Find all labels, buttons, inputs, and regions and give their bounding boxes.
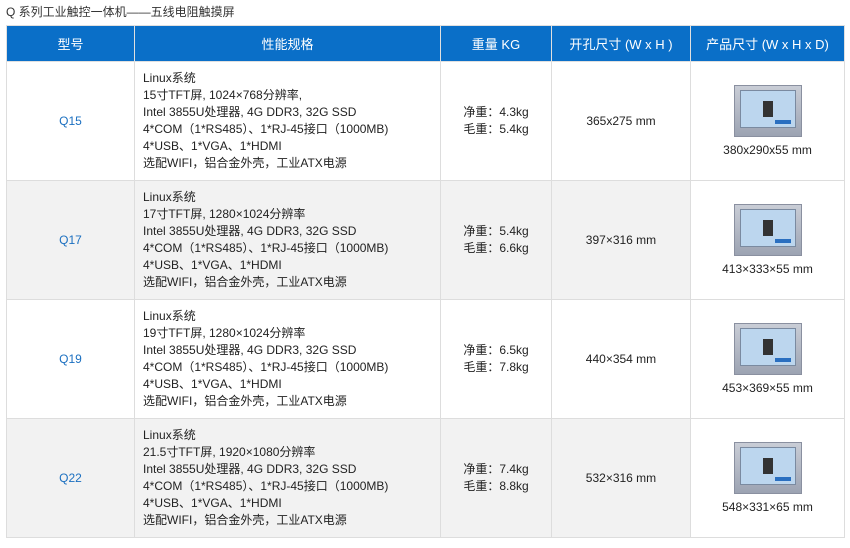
spec-line: 选配WIFI，铝合金外壳，工业ATX电源	[143, 394, 347, 408]
spec-line: 4*COM（1*RS485）、1*RJ-45接口（1000MB)	[143, 241, 389, 255]
gross-weight: 毛重：6.6kg	[463, 241, 529, 255]
specs-cell: Linux系统 17寸TFT屏, 1280×1024分辨率 Intel 3855U处…	[134, 180, 441, 300]
table-row: Q19 Linux系统 19寸TFT屏, 1280×1024分辨率 Intel 38…	[6, 299, 845, 419]
spec-line: 选配WIFI，铝合金外壳，工业ATX电源	[143, 156, 347, 170]
product-size: 380x290x55 mm	[723, 143, 812, 157]
header-model: 型号	[6, 25, 135, 62]
spec-line: 选配WIFI，铝合金外壳，工业ATX电源	[143, 513, 347, 527]
spec-line: Linux系统	[143, 309, 196, 323]
model-link[interactable]: Q22	[6, 418, 135, 538]
gross-weight: 毛重：7.8kg	[463, 360, 529, 374]
spec-line: 4*COM（1*RS485）、1*RJ-45接口（1000MB)	[143, 122, 389, 136]
specs-cell: Linux系统 15寸TFT屏, 1024×768分辨率, Intel 3855U处…	[134, 61, 441, 181]
model-link[interactable]: Q19	[6, 299, 135, 419]
spec-line: Intel 3855U处理器, 4G DDR3, 32G SSD	[143, 105, 357, 119]
page-title: Q 系列工业触控一体机——五线电阻触摸屏	[6, 5, 235, 19]
spec-line: Linux系统	[143, 71, 196, 85]
size-cell: 413×333×55 mm	[690, 180, 845, 300]
table-row: Q22 Linux系统 21.5寸TFT屏, 1920×1080分辨率 Intel…	[6, 418, 845, 538]
gross-weight: 毛重：5.4kg	[463, 122, 529, 136]
product-image	[733, 323, 802, 375]
spec-line: Intel 3855U处理器, 4G DDR3, 32G SSD	[143, 343, 357, 357]
size-cell: 380x290x55 mm	[690, 61, 845, 181]
table-row: Q15 Linux系统 15寸TFT屏, 1024×768分辨率, Intel 38…	[6, 61, 845, 181]
spec-line: 17寸TFT屏, 1280×1024分辨率	[143, 207, 306, 221]
spec-line: 19寸TFT屏, 1280×1024分辨率	[143, 326, 306, 340]
product-image	[733, 442, 802, 494]
header-cutout: 开孔尺寸 (W x H )	[551, 25, 691, 62]
product-table: 型号 性能规格 重量 KG 开孔尺寸 (W x H ) 产品尺寸 (W x H …	[6, 25, 845, 538]
spec-line: 4*USB、1*VGA、1*HDMI	[143, 377, 282, 391]
product-image	[733, 204, 802, 256]
net-weight: 净重：4.3kg	[463, 105, 529, 119]
weight-cell: 净重：6.5kg 毛重：7.8kg	[440, 299, 552, 419]
net-weight: 净重：7.4kg	[463, 462, 529, 476]
cutout-cell: 440×354 mm	[551, 299, 691, 419]
product-size: 453×369×55 mm	[722, 381, 813, 395]
cutout-cell: 365x275 mm	[551, 61, 691, 181]
spec-line: 4*USB、1*VGA、1*HDMI	[143, 258, 282, 272]
spec-line: Intel 3855U处理器, 4G DDR3, 32G SSD	[143, 462, 357, 476]
weight-cell: 净重：7.4kg 毛重：8.8kg	[440, 418, 552, 538]
table-header: 型号 性能规格 重量 KG 开孔尺寸 (W x H ) 产品尺寸 (W x H …	[6, 25, 845, 62]
net-weight: 净重：5.4kg	[463, 224, 529, 238]
spec-line: Intel 3855U处理器, 4G DDR3, 32G SSD	[143, 224, 357, 238]
size-cell: 548×331×65 mm	[690, 418, 845, 538]
spec-line: 选配WIFI，铝合金外壳，工业ATX电源	[143, 275, 347, 289]
model-link[interactable]: Q17	[6, 180, 135, 300]
spec-line: Linux系统	[143, 190, 196, 204]
size-cell: 453×369×55 mm	[690, 299, 845, 419]
table-row: Q17 Linux系统 17寸TFT屏, 1280×1024分辨率 Intel 38…	[6, 180, 845, 300]
header-size: 产品尺寸 (W x H x D)	[690, 25, 845, 62]
product-size: 548×331×65 mm	[722, 500, 813, 514]
model-link[interactable]: Q15	[6, 61, 135, 181]
header-specs: 性能规格	[134, 25, 441, 62]
product-image	[733, 85, 802, 137]
spec-line: 4*USB、1*VGA、1*HDMI	[143, 139, 282, 153]
spec-line: 15寸TFT屏, 1024×768分辨率,	[143, 88, 303, 102]
product-size: 413×333×55 mm	[722, 262, 813, 276]
spec-line: Linux系统	[143, 428, 196, 442]
spec-line: 21.5寸TFT屏, 1920×1080分辨率	[143, 445, 316, 459]
spec-line: 4*COM（1*RS485）、1*RJ-45接口（1000MB)	[143, 360, 389, 374]
header-weight: 重量 KG	[440, 25, 552, 62]
weight-cell: 净重：4.3kg 毛重：5.4kg	[440, 61, 552, 181]
gross-weight: 毛重：8.8kg	[463, 479, 529, 493]
cutout-cell: 397×316 mm	[551, 180, 691, 300]
specs-cell: Linux系统 19寸TFT屏, 1280×1024分辨率 Intel 3855U处…	[134, 299, 441, 419]
spec-line: 4*COM（1*RS485）、1*RJ-45接口（1000MB)	[143, 479, 389, 493]
specs-cell: Linux系统 21.5寸TFT屏, 1920×1080分辨率 Intel 385…	[134, 418, 441, 538]
weight-cell: 净重：5.4kg 毛重：6.6kg	[440, 180, 552, 300]
net-weight: 净重：6.5kg	[463, 343, 529, 357]
cutout-cell: 532×316 mm	[551, 418, 691, 538]
spec-line: 4*USB、1*VGA、1*HDMI	[143, 496, 282, 510]
